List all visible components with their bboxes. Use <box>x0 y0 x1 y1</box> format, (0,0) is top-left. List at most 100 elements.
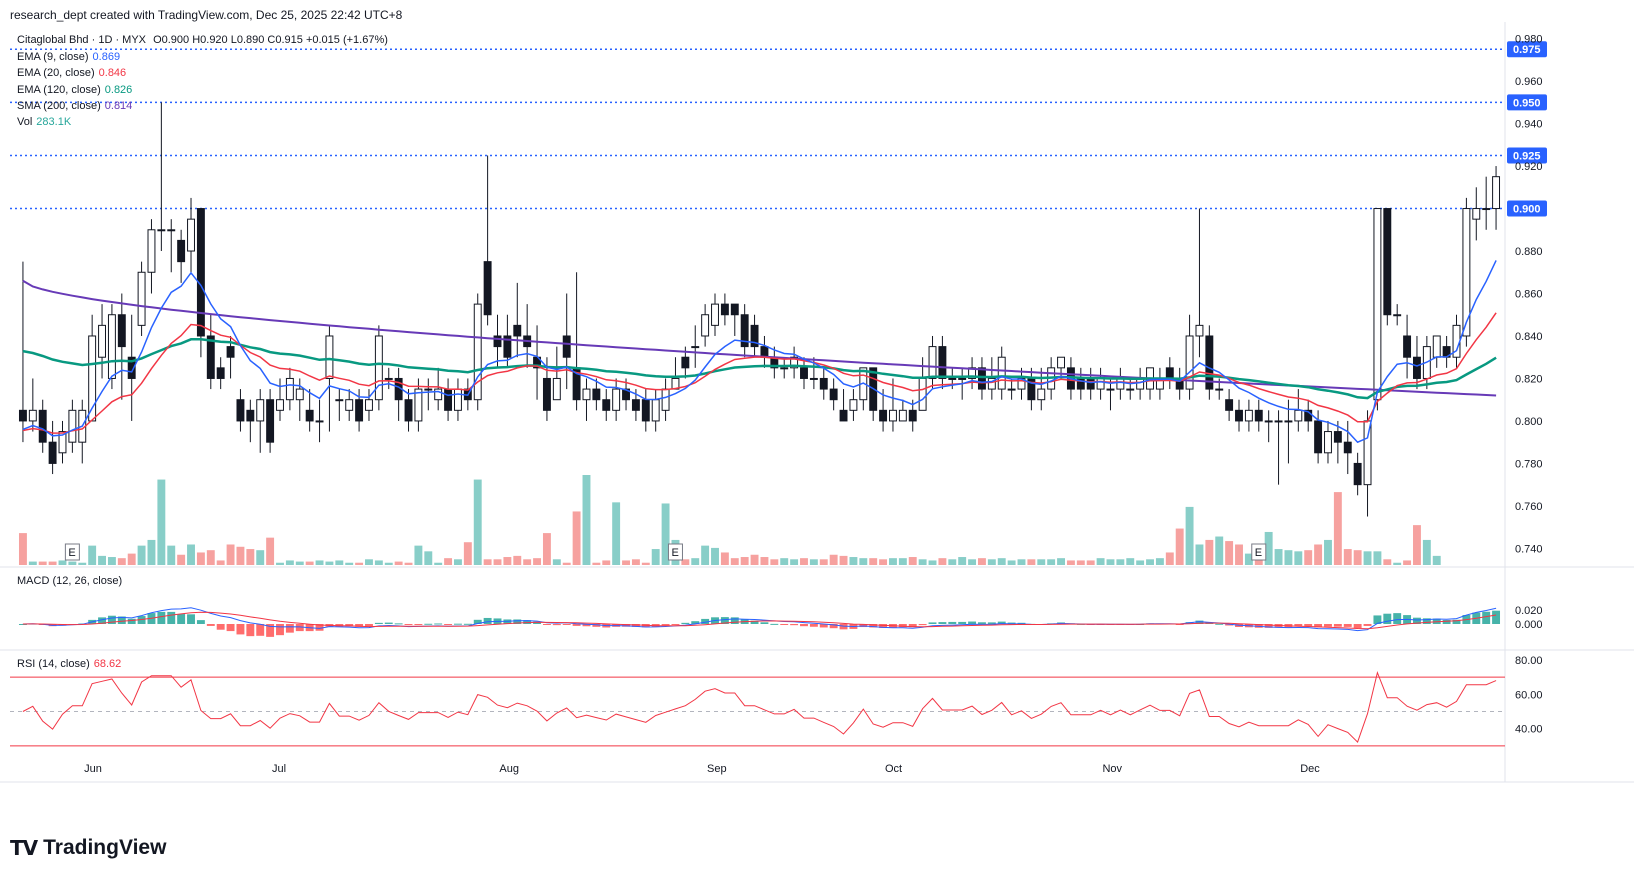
volume-bar <box>285 560 294 565</box>
volume-bar <box>987 559 996 565</box>
macd-histogram-bar <box>167 611 176 624</box>
candle-body <box>958 377 967 380</box>
candle-body <box>434 388 443 401</box>
ema9-value: 0.869 <box>92 51 121 63</box>
macd-histogram-bar <box>691 621 700 624</box>
candle-body <box>147 229 156 273</box>
volume-bar <box>88 545 97 565</box>
macd-histogram-bar <box>968 621 977 624</box>
candle-body <box>444 388 453 411</box>
candle-body <box>345 399 354 411</box>
candle-body <box>800 367 808 379</box>
macd-histogram-bar <box>1383 613 1392 624</box>
macd-histogram-bar <box>839 624 848 630</box>
macd-histogram-bar <box>928 622 937 624</box>
sma200-value: 0.814 <box>104 100 133 112</box>
chart-canvas[interactable]: 0.975 0.950 0.925 0.900 E E E 0.020 0.000 80.0… <box>0 22 1634 875</box>
volume-bar <box>661 503 670 565</box>
candle-body <box>987 377 996 390</box>
volume-bar <box>1027 559 1036 565</box>
macd-histogram-bar <box>18 624 27 625</box>
macd-histogram-bar <box>918 624 927 626</box>
macd-histogram-bar <box>780 624 789 625</box>
macd-histogram-bar <box>206 624 215 626</box>
macd-histogram-bar <box>1195 620 1204 624</box>
volume-bar <box>1057 558 1065 565</box>
candle-body <box>315 420 324 423</box>
volume-bar <box>1284 550 1293 565</box>
candle-body <box>1472 208 1481 220</box>
macd-histogram-bar <box>1363 624 1372 626</box>
candle-body <box>1126 388 1135 391</box>
macd-histogram-bar <box>1007 622 1016 624</box>
volume-bar <box>1185 506 1194 565</box>
candle-body <box>1205 335 1214 390</box>
volume-bar <box>98 555 106 565</box>
volume-bar <box>1195 544 1204 565</box>
volume-bar <box>562 562 571 565</box>
candle-body <box>908 409 917 422</box>
tradingview-logo[interactable]: TV TradingView <box>10 836 166 860</box>
volume-bar <box>107 557 116 565</box>
volume-bar <box>1116 559 1125 565</box>
candle-body <box>829 388 838 401</box>
volume-bar <box>928 560 937 565</box>
volume-bar <box>1383 559 1392 565</box>
candle-body <box>473 303 482 401</box>
volume-bar <box>1413 525 1421 565</box>
candle-body <box>1274 420 1283 423</box>
macd-histogram-bar <box>187 614 195 624</box>
volume-bar <box>948 559 957 565</box>
rsi-tick-label: 60.00 <box>1515 689 1543 701</box>
y-tick-label: 0.760 <box>1515 501 1543 513</box>
vol-label: Vol <box>17 116 33 128</box>
volume-bar <box>157 479 166 565</box>
volume-bar <box>454 559 462 565</box>
y-tick-label: 0.740 <box>1515 543 1543 555</box>
price-level-tag <box>1507 41 1547 58</box>
price-level-tag-label: 0.950 <box>1513 97 1541 109</box>
macd-histogram-bar <box>295 624 304 632</box>
candle-body <box>48 441 57 464</box>
volume-bar <box>246 549 255 565</box>
earnings-marker-label: E <box>671 547 678 559</box>
volume-bar <box>1333 492 1342 565</box>
candle-body <box>28 409 37 422</box>
candle-body <box>276 399 284 411</box>
volume-bar <box>147 539 156 565</box>
candle-body <box>1413 356 1421 379</box>
volume-bar <box>1304 550 1313 565</box>
legend-ema9: EMA (9, close) 0.869 <box>17 51 120 63</box>
volume-bar <box>48 561 57 565</box>
candle-body <box>226 346 235 358</box>
candle-body <box>285 377 294 401</box>
price-level-tag <box>1507 147 1547 164</box>
macd-histogram-bar <box>542 624 551 625</box>
macd-histogram-bar <box>266 624 275 637</box>
macd-histogram-bar <box>236 624 245 635</box>
volume-bar <box>750 554 759 565</box>
candle-body <box>1185 335 1194 390</box>
candle-body <box>167 229 176 232</box>
volume-bar <box>1324 539 1332 565</box>
volume-bar <box>483 559 492 565</box>
volume-bar <box>1264 531 1273 565</box>
x-tick-label: Oct <box>885 763 902 775</box>
volume-bar <box>938 558 947 565</box>
legend-symbol: Citaglobal Bhd · 1D · MYX O0.900 H0.920 … <box>17 34 388 46</box>
candle-body <box>750 324 759 348</box>
macd-histogram-bar <box>513 619 522 624</box>
candle-body <box>997 356 1006 390</box>
macd-histogram-bar <box>463 623 472 625</box>
volume-bar <box>1274 549 1283 565</box>
volume-bar <box>305 561 314 565</box>
macd-histogram-bar <box>671 624 680 625</box>
candle-body <box>365 399 373 411</box>
candle-body <box>1294 409 1303 422</box>
candle-body <box>542 377 551 411</box>
volume-bar <box>1343 549 1352 565</box>
macd-histogram-bar <box>473 619 482 624</box>
candle-body <box>1393 314 1402 317</box>
macd-tick-label: 0.020 <box>1515 605 1543 617</box>
candle-body <box>879 409 888 422</box>
